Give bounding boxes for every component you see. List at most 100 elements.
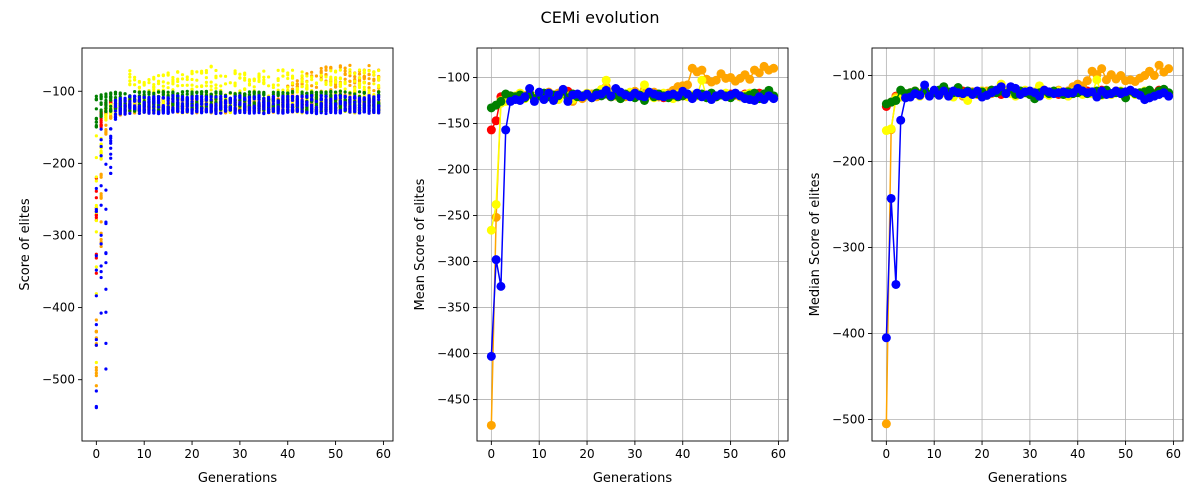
scatter-point: [171, 97, 175, 101]
scatter-point: [147, 90, 151, 94]
scatter-point: [204, 84, 208, 88]
scatter-point: [324, 92, 328, 96]
chart-panel-2: 0 10 20 30 40 50 60 −450 −400 −350 −300 −250 −200 −15…: [413, 47, 789, 486]
scatter-point: [281, 88, 285, 92]
scatter-point: [257, 78, 261, 82]
scatter-point: [271, 99, 275, 103]
scatter-point: [190, 77, 194, 82]
x-tick-label: 30: [232, 447, 247, 461]
scatter-point: [257, 107, 261, 111]
scatter-point: [104, 188, 108, 192]
scatter-point: [243, 110, 247, 115]
scatter-point: [137, 95, 142, 99]
scatter-point: [94, 337, 98, 342]
scatter-point: [94, 404, 98, 409]
scatter-point: [123, 105, 127, 109]
x-axis-label: Generations: [988, 471, 1068, 486]
scatter-point: [276, 107, 280, 111]
scatter-point: [372, 101, 376, 106]
scatter-point: [348, 68, 352, 72]
scatter-point: [137, 90, 142, 95]
y-tick-label: −300: [437, 255, 470, 269]
scatter-point: [94, 218, 98, 223]
scatter-point: [314, 85, 319, 89]
scatter-point: [357, 90, 362, 94]
scatter-point: [104, 106, 108, 110]
scatter-point: [233, 71, 237, 75]
scatter-point: [314, 93, 319, 97]
scatter-point: [276, 68, 280, 72]
scatter-point: [310, 111, 314, 115]
scatter-point: [377, 94, 381, 98]
scatter-point: [300, 109, 304, 113]
scatter-point: [185, 92, 189, 96]
scatter-point: [161, 74, 165, 78]
scatter-point: [190, 109, 194, 113]
scatter-point: [190, 69, 194, 73]
scatter-point: [185, 75, 189, 79]
scatter-point: [348, 71, 352, 75]
axes-frame: [871, 47, 1184, 442]
scatter-point: [314, 90, 319, 95]
scatter-point: [343, 104, 347, 108]
scatter-point: [171, 90, 175, 94]
scatter-point: [166, 71, 170, 75]
scatter-point: [262, 102, 266, 107]
series-5: [486, 83, 779, 361]
scatter-point: [219, 74, 223, 78]
y-tick-label: −250: [437, 209, 470, 223]
scatter-point: [362, 74, 366, 78]
scatter-point: [209, 95, 213, 99]
scatter-point: [233, 103, 237, 107]
scatter-point: [372, 104, 376, 108]
scatter-point: [319, 78, 323, 82]
scatter-point: [109, 94, 113, 99]
scatter-point: [343, 82, 347, 86]
series-marker: [963, 95, 973, 105]
scatter-point: [161, 84, 165, 88]
scatter-point: [305, 80, 309, 84]
scatter-point: [214, 76, 218, 80]
scatter-point: [204, 98, 208, 102]
scatter-point: [94, 254, 98, 258]
series-marker: [924, 91, 934, 101]
scatter-point: [286, 103, 290, 107]
scatter-point: [353, 71, 357, 76]
y-axis-label: Median Score of elites: [808, 172, 823, 316]
scatter-point: [247, 107, 252, 111]
scatter-point: [133, 83, 137, 87]
scatter-point: [180, 77, 185, 81]
scatter-point: [372, 77, 376, 81]
scatter-point: [314, 96, 319, 100]
scatter-point: [338, 82, 342, 86]
scatter-point: [228, 105, 232, 109]
scatter-point: [276, 93, 280, 98]
scatter-point: [286, 94, 290, 99]
scatter-point: [310, 94, 314, 98]
series-marker: [1154, 60, 1164, 70]
scatter-point: [99, 233, 103, 237]
scatter-point: [94, 107, 98, 111]
scatter-point: [252, 85, 256, 89]
scatter-point: [176, 100, 180, 105]
scatter-point: [362, 80, 366, 84]
scatter-point: [204, 76, 208, 80]
scatter-point: [161, 89, 165, 94]
series-marker: [886, 193, 896, 203]
scatter-point: [329, 101, 333, 106]
scatter-point: [128, 105, 132, 109]
scatter-point: [109, 139, 113, 143]
scatter-point: [295, 90, 299, 94]
scatter-point: [152, 82, 156, 87]
scatter-point: [362, 108, 366, 113]
series-marker: [1092, 75, 1102, 85]
series-5: [94, 94, 381, 410]
scatter-point: [348, 105, 352, 109]
x-tick-label: 60: [376, 447, 391, 461]
scatter-point: [319, 66, 323, 71]
scatter-point: [204, 110, 208, 114]
scatter-point: [286, 73, 290, 77]
axes-frame: [476, 47, 789, 442]
scatter-point: [128, 79, 132, 83]
series-marker: [491, 116, 501, 126]
